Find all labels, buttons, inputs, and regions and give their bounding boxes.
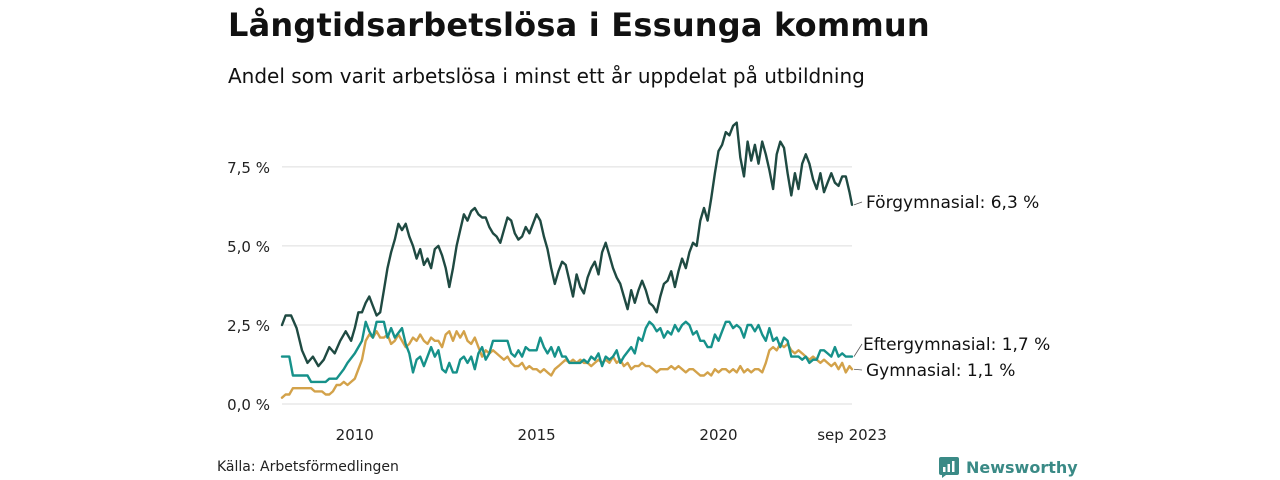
newsworthy-icon	[939, 457, 959, 478]
y-tick-label: 5,0 %	[227, 238, 270, 256]
series-label-förgymnasial: Förgymnasial: 6,3 %	[866, 193, 1039, 213]
x-tick-label: sep 2023	[817, 426, 887, 444]
x-tick-label: 2020	[699, 426, 737, 444]
series-line-eftergymnasial	[280, 320, 854, 384]
chart-subtitle: Andel som varit arbetslösa i minst ett å…	[228, 64, 865, 88]
source-note: Källa: Arbetsförmedlingen	[217, 459, 399, 475]
chart-title: Långtidsarbetslösa i Essunga kommun	[228, 6, 930, 44]
series-label-gymnasial: Gymnasial: 1,1 %	[866, 361, 1015, 381]
y-tick-label: 7,5 %	[227, 159, 270, 177]
leader-line	[853, 343, 863, 357]
leader-line	[853, 368, 863, 371]
series-label-eftergymnasial: Eftergymnasial: 1,7 %	[863, 335, 1050, 355]
grid-layer	[282, 166, 852, 405]
y-tick-label: 0,0 %	[227, 396, 270, 414]
x-tick-label: 2015	[518, 426, 556, 444]
brand-logo[interactable]: Newsworthy	[938, 456, 1078, 478]
series-layer	[280, 121, 854, 399]
y-tick-labels: 0,0 % 2,5 % 5,0 % 7,5 %	[227, 159, 270, 414]
x-tick-labels: 2010 2015 2020 sep 2023	[336, 426, 887, 444]
series-line-förgymnasial	[280, 121, 854, 368]
brand-name: Newsworthy	[966, 457, 1078, 477]
y-tick-label: 2,5 %	[227, 317, 270, 335]
leader-line	[853, 201, 863, 206]
series-labels: Förgymnasial: 6,3 % Eftergymnasial: 1,7 %…	[853, 193, 1050, 381]
x-tick-label: 2010	[336, 426, 374, 444]
